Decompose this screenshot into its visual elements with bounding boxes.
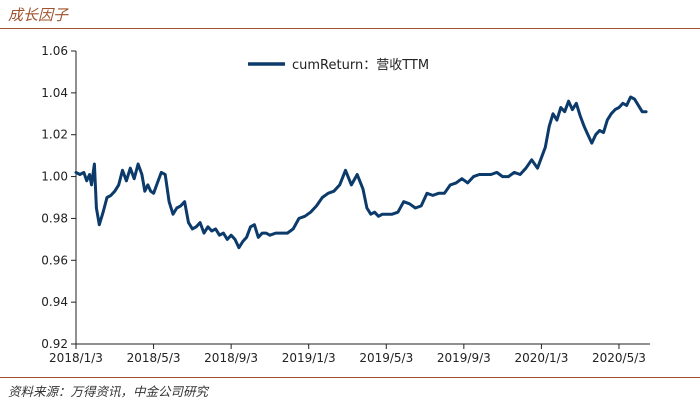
x-tick-label: 2019/9/3	[437, 351, 491, 365]
y-tick-label: 1.06	[41, 44, 68, 58]
x-tick-label: 2020/5/3	[592, 351, 646, 365]
x-tick-label: 2018/9/3	[204, 351, 258, 365]
y-tick-label: 1.02	[41, 128, 68, 142]
source-divider	[0, 377, 700, 378]
x-tick-label: 2018/5/3	[127, 351, 181, 365]
source-note: 资料来源：万得资讯，中金公司研究	[8, 384, 209, 399]
series-line	[74, 95, 648, 250]
chart-series	[74, 95, 648, 250]
y-tick-label: 0.94	[41, 295, 68, 309]
y-tick-label: 1.00	[41, 170, 68, 184]
chart-legend: cumReturn：营收TTM	[248, 58, 429, 73]
x-tick-label: 2020/1/3	[514, 351, 568, 365]
y-tick-label: 0.98	[41, 211, 68, 225]
y-tick-label: 0.92	[41, 337, 68, 351]
y-tick-label: 0.96	[41, 253, 68, 267]
y-tick-label: 1.04	[41, 86, 68, 100]
title-divider	[0, 28, 700, 29]
chart-axes: 0.92 0.94 0.96 0.98 1.00 1.02 1.04 1.06 2018/1/3…	[41, 44, 650, 365]
x-tick-label: 2018/1/3	[49, 351, 103, 365]
x-tick-label: 2019/1/3	[282, 351, 336, 365]
chart-title: 成长因子	[8, 6, 69, 24]
x-tick-label: 2019/5/3	[359, 351, 413, 365]
legend-label: cumReturn：营收TTM	[292, 58, 429, 73]
